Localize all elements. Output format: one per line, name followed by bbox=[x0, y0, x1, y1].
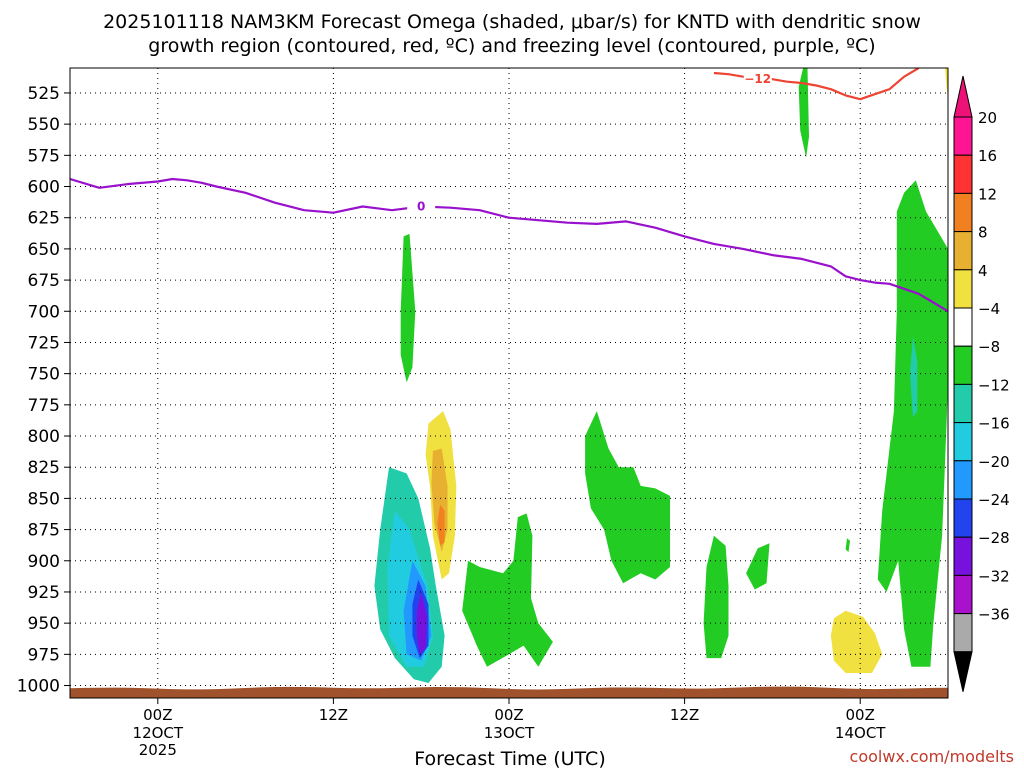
x-tick-label-date: 14OCT bbox=[835, 724, 886, 742]
omega-shaded-region bbox=[400, 233, 416, 383]
dendritic-contour-label-bg bbox=[743, 71, 772, 86]
colorbar-segment bbox=[953, 154, 973, 194]
omega-shaded-region bbox=[910, 336, 918, 418]
colorbar-segment bbox=[953, 192, 973, 233]
freezing-level-label-bg bbox=[407, 198, 436, 213]
y-tick-label: 950 bbox=[28, 614, 60, 634]
colorbar-label: −32 bbox=[978, 567, 1010, 585]
omega-shaded-region bbox=[703, 535, 729, 659]
colorbar-segment bbox=[953, 536, 973, 576]
colorbar-label: −36 bbox=[978, 606, 1010, 624]
y-tick-label: 800 bbox=[28, 427, 60, 447]
y-tick-label: 750 bbox=[28, 365, 60, 385]
credit-text: coolwx.com/modelts bbox=[850, 747, 1014, 766]
colorbar-label: −28 bbox=[978, 529, 1010, 547]
colorbar-segment bbox=[953, 498, 973, 538]
x-tick-label-time: 00Z bbox=[143, 706, 172, 724]
omega-shaded-region bbox=[830, 610, 883, 673]
y-tick-label: 575 bbox=[28, 146, 60, 166]
colorbar-segment bbox=[953, 345, 973, 385]
colorbar-label: −20 bbox=[978, 453, 1010, 471]
y-tick-label: 625 bbox=[28, 209, 60, 229]
x-tick-label-time: 00Z bbox=[494, 706, 523, 724]
y-tick-label: 700 bbox=[28, 302, 60, 322]
plot-area: 0 −12 bbox=[70, 68, 948, 698]
omega-shaded-region bbox=[746, 543, 770, 590]
y-tick-label: 600 bbox=[28, 178, 60, 198]
y-tick-label: 1000 bbox=[17, 677, 60, 697]
colorbar-segment bbox=[953, 613, 973, 653]
colorbar-segment bbox=[953, 307, 973, 347]
y-tick-label: 550 bbox=[28, 115, 60, 135]
colorbar: 20 16 12 8 4 −4 −8 −12 −16 −20 −24 −28 −32 −36 bbox=[953, 75, 1010, 692]
x-tick-label-year: 2025 bbox=[139, 741, 177, 759]
omega-shaded-region bbox=[877, 180, 948, 667]
colorbar-segment bbox=[953, 231, 973, 271]
grid-lines bbox=[70, 68, 948, 698]
dendritic-contour-label: −12 bbox=[744, 72, 771, 86]
y-tick-label: 825 bbox=[28, 458, 60, 478]
colorbar-top-arrow bbox=[953, 75, 973, 118]
y-tick-label: 975 bbox=[28, 645, 60, 665]
omega-shaded-region bbox=[845, 538, 850, 552]
colorbar-segment bbox=[953, 460, 973, 500]
terrain-fill bbox=[70, 686, 948, 698]
y-tick-label: 775 bbox=[28, 396, 60, 416]
terrain bbox=[70, 686, 948, 698]
omega-shading bbox=[374, 68, 948, 683]
colorbar-label: 4 bbox=[978, 262, 988, 280]
omega-shaded-region bbox=[416, 592, 428, 655]
colorbar-segment bbox=[953, 383, 973, 424]
colorbar-label: −8 bbox=[978, 338, 1000, 356]
y-tick-label: 525 bbox=[28, 84, 60, 104]
colorbar-segment bbox=[953, 574, 973, 615]
y-tick-label: 650 bbox=[28, 240, 60, 260]
chart-title-line-1: 2025101118 NAM3KM Forecast Omega (shaded… bbox=[103, 11, 921, 33]
x-tick-label-time: 12Z bbox=[670, 706, 699, 724]
colorbar-label: 20 bbox=[978, 109, 997, 127]
colorbar-label: −16 bbox=[978, 415, 1010, 433]
freezing-level-label: 0 bbox=[417, 199, 425, 213]
x-tick-label-date: 12OCT bbox=[133, 724, 184, 742]
omega-shaded-region bbox=[798, 68, 809, 158]
omega-shaded-region bbox=[437, 504, 445, 546]
y-tick-label: 925 bbox=[28, 583, 60, 603]
x-tick-label-time: 12Z bbox=[319, 706, 348, 724]
colorbar-label: 12 bbox=[978, 185, 997, 203]
omega-shaded-region bbox=[585, 411, 670, 584]
x-tick-label-date: 13OCT bbox=[484, 724, 535, 742]
colorbar-label: 16 bbox=[978, 147, 997, 165]
colorbar-segment bbox=[953, 422, 973, 462]
contour-lines: 0 −12 bbox=[70, 68, 948, 313]
x-tick-label-time: 00Z bbox=[846, 706, 875, 724]
y-axis: 525 550 575 600 625 650 675 700 725 750 775 800 825 8… bbox=[17, 84, 70, 697]
colorbar-label: −24 bbox=[978, 491, 1010, 509]
y-tick-label: 900 bbox=[28, 552, 60, 572]
omega-shaded-region bbox=[491, 620, 517, 646]
colorbar-label: 8 bbox=[978, 224, 988, 242]
colorbar-label: −12 bbox=[978, 376, 1010, 394]
colorbar-segment bbox=[953, 116, 973, 156]
chart-title-line-2: growth region (contoured, red, ºC) and f… bbox=[148, 35, 875, 57]
freezing-level-contour bbox=[70, 177, 948, 313]
colorbar-segment bbox=[953, 269, 973, 309]
y-tick-label: 675 bbox=[28, 271, 60, 291]
y-tick-label: 850 bbox=[28, 489, 60, 509]
omega-shaded-region bbox=[462, 513, 553, 667]
y-tick-label: 875 bbox=[28, 521, 60, 541]
omega-shaded-region bbox=[945, 68, 948, 100]
colorbar-label: −4 bbox=[978, 300, 1000, 318]
colorbar-bottom-arrow bbox=[953, 651, 973, 692]
y-tick-label: 725 bbox=[28, 333, 60, 353]
x-axis-label: Forecast Time (UTC) bbox=[414, 748, 605, 768]
